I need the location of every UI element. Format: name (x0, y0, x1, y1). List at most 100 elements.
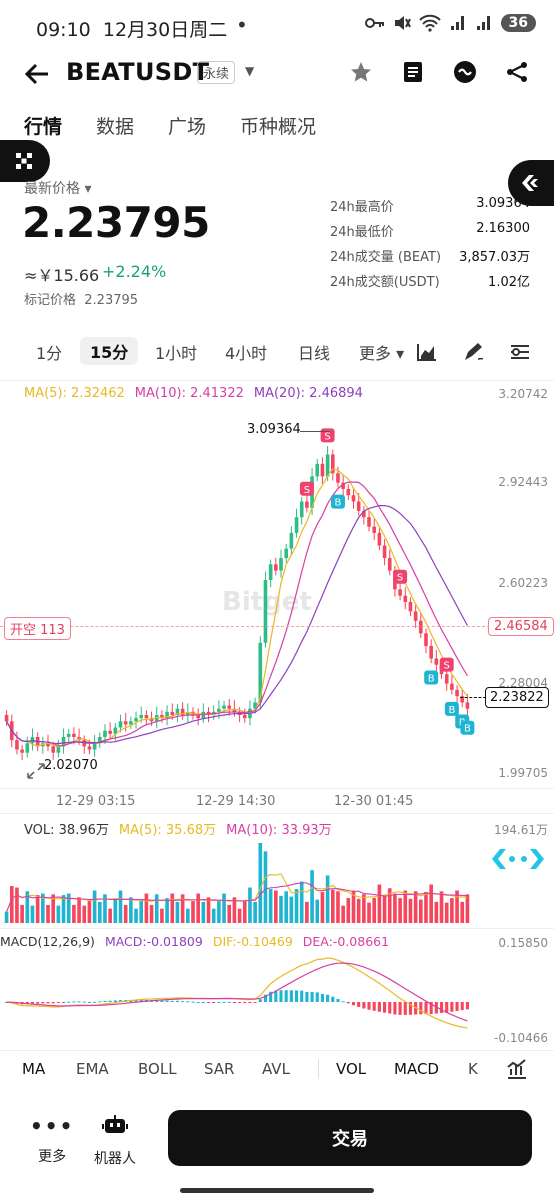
x-tick: 12-29 14:30 (196, 794, 276, 809)
macd-bar (362, 1002, 366, 1009)
sell-marker[interactable] (299, 481, 314, 496)
buy-marker[interactable] (444, 701, 459, 716)
ma20-line (6, 504, 468, 745)
home-indicator[interactable] (180, 1188, 374, 1193)
draw-pen-icon[interactable] (462, 341, 486, 363)
candle-body (408, 601, 413, 612)
macd-bar (450, 1002, 454, 1012)
ind-avl[interactable]: AVL (262, 1060, 290, 1078)
volume-bar (444, 902, 449, 923)
ind-k[interactable]: K (468, 1060, 478, 1078)
interval-4h[interactable]: 4小时 (225, 344, 268, 363)
candle-body (97, 736, 102, 744)
settings-sliders-icon[interactable] (509, 342, 531, 362)
interval-1m[interactable]: 1分 (36, 344, 63, 363)
volume-bar (367, 902, 371, 923)
sell-marker[interactable] (393, 569, 408, 584)
pair-title[interactable]: BEATUSDT (66, 58, 210, 86)
candle-body (356, 501, 361, 511)
macd-bar (46, 1002, 50, 1004)
volume-bar (206, 897, 211, 923)
vol-legend: VOL: 38.96万 (24, 823, 109, 838)
back-arrow-icon[interactable] (24, 62, 50, 86)
candle-body (387, 558, 392, 571)
macd-bar (36, 1002, 40, 1004)
robot-button[interactable]: 机器人 (94, 1114, 136, 1168)
interval-15m[interactable]: 15分 (80, 337, 139, 365)
volume-bar (398, 898, 402, 923)
low-label: 2.02070 (44, 758, 98, 773)
status-bar: 09:10 12月30日周二 • 36 (0, 0, 554, 52)
candle-body (180, 708, 185, 716)
candle-body (185, 711, 190, 716)
floating-logo-button[interactable] (508, 160, 554, 206)
candle-body (398, 589, 402, 596)
volume-bar (387, 888, 392, 923)
sell-marker[interactable] (439, 657, 454, 672)
candlestick-chart[interactable]: Bitget SSBSBSBBB (0, 405, 480, 785)
macd-params: MACD(12,26,9) (0, 934, 95, 949)
interval-1d[interactable]: 日线 (298, 344, 331, 363)
macd-bar (67, 1001, 71, 1003)
candle-body (66, 733, 71, 737)
buy-marker[interactable] (424, 670, 439, 685)
chart-type-icon[interactable] (416, 342, 438, 362)
chevron-down-icon[interactable]: ▼ (245, 64, 255, 78)
ma5-line (6, 468, 468, 748)
macd-bar (398, 1002, 402, 1015)
candle-body (455, 689, 459, 697)
volume-bar (232, 897, 237, 923)
tab-market[interactable]: 行情 (24, 116, 63, 138)
x-tick: 12-29 03:15 (56, 794, 136, 809)
candle-body (196, 715, 200, 719)
floating-tool-button[interactable] (0, 140, 50, 182)
star-icon[interactable] (349, 60, 373, 84)
robot-face-icon[interactable] (452, 59, 478, 85)
robot-icon (102, 1115, 128, 1133)
volume-bar (82, 905, 87, 923)
divider (0, 813, 554, 814)
macd-value: MACD:-0.01809 (104, 934, 203, 949)
ind-ema[interactable]: EMA (76, 1060, 109, 1078)
ma-legend: MA(5): 2.32462 MA(10): 2.41322 MA(20): 2… (24, 386, 363, 401)
candle-body (20, 749, 24, 753)
macd-bar (134, 999, 138, 1002)
macd-bar (465, 1002, 469, 1010)
vol-ma5-legend: MA(5): 35.68万 (118, 823, 217, 838)
y-tick: 2.60223 (498, 576, 548, 590)
ind-macd[interactable]: MACD (394, 1060, 439, 1078)
more-button[interactable]: ••• 更多 (30, 1114, 75, 1165)
ind-boll[interactable]: BOLL (138, 1060, 177, 1078)
candle-body (403, 595, 408, 602)
notebook-icon[interactable] (402, 60, 424, 84)
macd-bar (419, 1002, 423, 1015)
macd-bar (87, 1001, 91, 1003)
candle-body (232, 708, 237, 712)
buy-marker[interactable] (330, 494, 345, 509)
latest-price-label[interactable]: 最新价格 ▾ (24, 181, 92, 197)
ind-vol[interactable]: VOL (336, 1060, 367, 1078)
volume-bar (372, 898, 377, 923)
robot-float-icon[interactable] (490, 846, 546, 872)
ind-ma[interactable]: MA (22, 1060, 46, 1078)
position-tag[interactable]: 开空 113 (4, 617, 71, 640)
candle-body (222, 705, 226, 709)
position-price-tag: 2.46584 (488, 617, 554, 636)
buy-marker[interactable] (460, 720, 475, 735)
tab-data[interactable]: 数据 (96, 116, 135, 138)
indicator-settings-icon[interactable] (506, 1058, 528, 1080)
trade-button[interactable]: 交易 (168, 1110, 532, 1166)
volume-bar (315, 899, 320, 923)
share-icon[interactable] (505, 60, 529, 84)
candle-body (429, 645, 433, 659)
tab-square[interactable]: 广场 (168, 116, 207, 138)
header: BEATUSDT 永续 ▼ (0, 52, 554, 96)
interval-more[interactable]: 更多 ▾ (359, 344, 405, 363)
ind-sar[interactable]: SAR (204, 1060, 235, 1078)
collapse-icon[interactable] (26, 762, 46, 780)
volume-bar (41, 893, 45, 923)
volume-bar (123, 904, 128, 923)
volume-bar (87, 901, 92, 923)
interval-1h[interactable]: 1小时 (155, 344, 198, 363)
tab-coin-overview[interactable]: 币种概况 (240, 116, 317, 138)
